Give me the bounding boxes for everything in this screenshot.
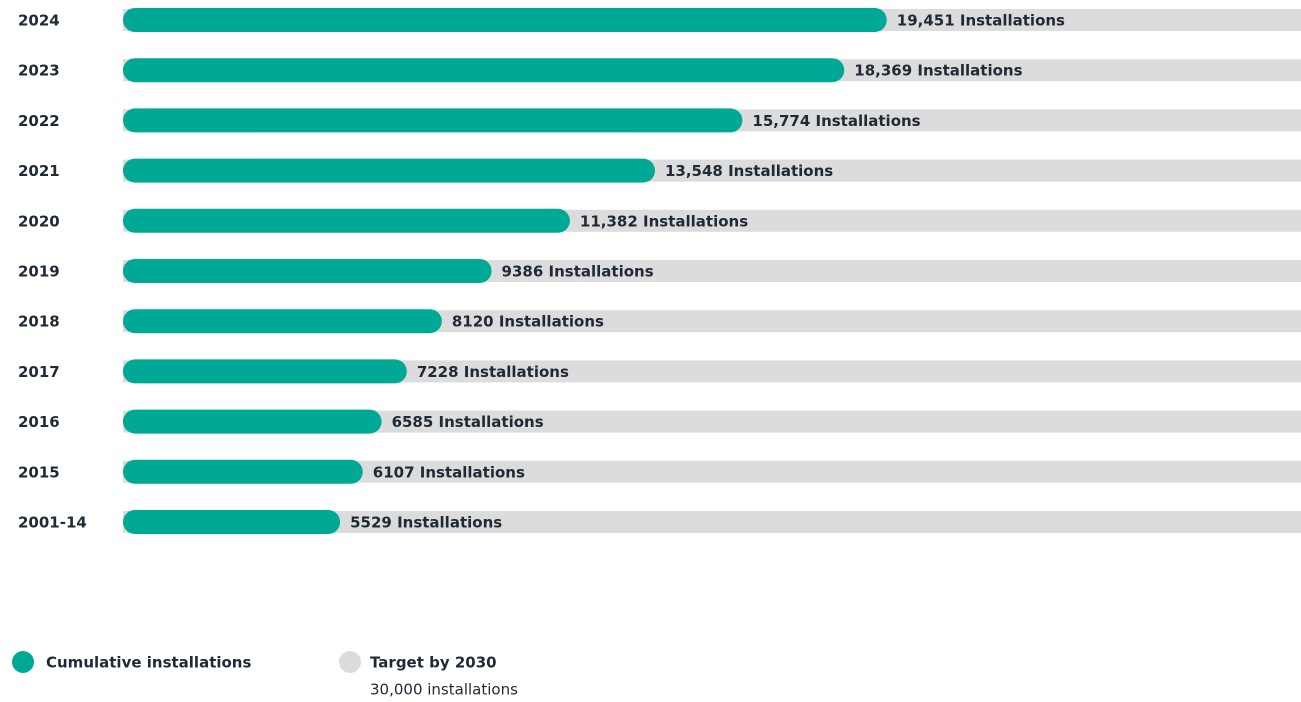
value-label: 11,382 Installations bbox=[580, 212, 748, 230]
category-label: 2022 bbox=[18, 112, 60, 130]
legend-swatch bbox=[339, 651, 361, 673]
category-label: 2020 bbox=[18, 212, 60, 230]
target-bar bbox=[123, 410, 1301, 433]
value-label: 13,548 Installations bbox=[665, 162, 833, 180]
target-bar bbox=[123, 460, 1301, 483]
category-label: 2021 bbox=[18, 162, 60, 180]
bar bbox=[123, 158, 655, 183]
bar bbox=[123, 58, 845, 83]
value-label: 5529 Installations bbox=[350, 514, 502, 532]
category-label: 2019 bbox=[18, 263, 60, 281]
bar bbox=[123, 309, 442, 334]
category-label: 2015 bbox=[18, 463, 60, 481]
bar bbox=[123, 259, 492, 283]
category-label: 2024 bbox=[18, 12, 60, 30]
category-label: 2001-14 bbox=[18, 514, 87, 532]
value-label: 15,774 Installations bbox=[752, 112, 920, 130]
legend-label: Target by 2030 bbox=[370, 654, 497, 672]
legend-sublabel: 30,000 installations bbox=[370, 681, 518, 699]
target-bar bbox=[123, 360, 1301, 383]
legend-swatch bbox=[12, 651, 34, 673]
value-label: 7228 Installations bbox=[417, 363, 569, 381]
value-label: 6585 Installations bbox=[392, 413, 544, 431]
category-label: 2023 bbox=[18, 62, 60, 80]
category-label: 2018 bbox=[18, 313, 60, 331]
legend-label: Cumulative installations bbox=[46, 654, 251, 672]
value-label: 19,451 Installations bbox=[897, 12, 1065, 30]
value-label: 18,369 Installations bbox=[854, 62, 1022, 80]
value-label: 8120 Installations bbox=[452, 313, 604, 331]
category-label: 2017 bbox=[18, 363, 60, 381]
bar bbox=[123, 108, 743, 133]
category-label: 2016 bbox=[18, 413, 60, 431]
bar bbox=[123, 359, 407, 384]
bar bbox=[123, 510, 341, 534]
target-bar bbox=[123, 511, 1301, 533]
bar bbox=[123, 459, 363, 484]
value-label: 9386 Installations bbox=[502, 263, 654, 281]
bar bbox=[123, 8, 887, 32]
bar bbox=[123, 208, 570, 233]
value-label: 6107 Installations bbox=[373, 463, 525, 481]
bar bbox=[123, 409, 382, 434]
